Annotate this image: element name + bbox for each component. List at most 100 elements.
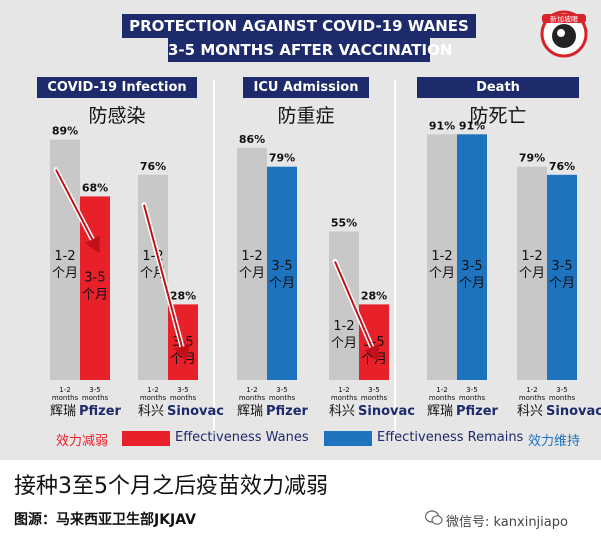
bar-3-5-months xyxy=(457,134,487,380)
wechat-id: 微信号: kanxinjiapo xyxy=(446,515,568,530)
legend-remains-cn: 效力维持 xyxy=(528,434,581,449)
category-label-cn: 科兴 xyxy=(329,404,355,419)
legend-remains-en: Effectiveness Remains xyxy=(377,430,524,445)
logo-icon: 新加坡眼 xyxy=(540,10,588,58)
bar-inner-label: 1-2 xyxy=(333,319,354,334)
legend-swatch-remains xyxy=(324,431,372,446)
bar-inner-label: 个月 xyxy=(429,266,455,281)
tick-label: months xyxy=(429,394,456,402)
bar-3-5-months xyxy=(547,174,577,380)
tick-label: 1-2 xyxy=(59,386,70,394)
tick-label: 1-2 xyxy=(246,386,257,394)
bar-inner-label: 3-5 xyxy=(271,259,292,274)
panel-subtitle-icu: 防重症 xyxy=(277,105,335,127)
value-label: 76% xyxy=(140,160,166,173)
bar-inner-label: 个月 xyxy=(331,336,357,351)
tick-label: months xyxy=(519,394,546,402)
value-label: 91% xyxy=(459,119,485,132)
wane-arrow xyxy=(143,204,190,363)
bar-1-2-months xyxy=(237,147,267,380)
bar-3-5-months xyxy=(267,166,297,380)
category-label-en: Sinovac xyxy=(167,404,224,419)
panel-subtitle-death: 防死亡 xyxy=(469,105,527,127)
tick-label: 1-2 xyxy=(147,386,158,394)
legend-wanes-en: Effectiveness Wanes xyxy=(175,430,309,445)
category-label-cn: 辉瑞 xyxy=(50,404,76,419)
category-label-en: Pfizer xyxy=(266,404,309,419)
tick-label: months xyxy=(170,394,197,402)
tick-label: 1-2 xyxy=(436,386,447,394)
tick-label: 1-2 xyxy=(338,386,349,394)
value-label: 28% xyxy=(361,289,387,302)
wane-arrow xyxy=(334,261,380,362)
value-label: 79% xyxy=(519,152,545,165)
value-label: 68% xyxy=(82,181,108,194)
bar-inner-label: 个月 xyxy=(52,266,78,281)
value-label: 91% xyxy=(429,119,455,132)
panel-title-infection: COVID-19 Infection xyxy=(37,77,197,98)
tick-label: 3-5 xyxy=(276,386,287,394)
headline: 接种3至5个月之后疫苗效力减弱 xyxy=(14,474,328,499)
bar-inner-label: 1-2 xyxy=(521,249,542,264)
bar-1-2-months xyxy=(427,134,457,380)
tick-label: 1-2 xyxy=(526,386,537,394)
value-label: 86% xyxy=(239,133,265,146)
bar-inner-label: 3-5 xyxy=(84,270,105,285)
bar-inner-label: 1-2 xyxy=(54,249,75,264)
tick-label: months xyxy=(140,394,167,402)
tick-label: 3-5 xyxy=(89,386,100,394)
tick-label: months xyxy=(239,394,266,402)
category-label-en: Pfizer xyxy=(456,404,499,419)
tick-label: months xyxy=(459,394,486,402)
tick-label: months xyxy=(269,394,296,402)
category-label-cn: 科兴 xyxy=(517,404,543,419)
value-label: 79% xyxy=(269,152,295,165)
wechat-icon xyxy=(425,510,443,525)
legend-wanes-cn: 效力减弱 xyxy=(56,434,109,449)
tick-label: months xyxy=(361,394,388,402)
bar-3-5-months xyxy=(359,304,389,380)
bar-inner-label: 个月 xyxy=(519,266,545,281)
tick-label: 3-5 xyxy=(368,386,379,394)
panel-title-icu: ICU Admission xyxy=(243,77,369,98)
bar-inner-label: 1-2 xyxy=(241,249,262,264)
bar-inner-label: 个月 xyxy=(269,276,295,291)
title-line-2: 3-5 MONTHS AFTER VACCINATION xyxy=(168,38,452,62)
bar-inner-label: 个月 xyxy=(459,276,485,291)
bar-inner-label: 个月 xyxy=(82,287,108,302)
title-line-1: PROTECTION AGAINST COVID-19 WANES xyxy=(122,14,476,38)
category-label-cn: 科兴 xyxy=(138,404,164,419)
tick-label: months xyxy=(549,394,576,402)
category-label-cn: 辉瑞 xyxy=(237,404,263,419)
tick-label: months xyxy=(331,394,358,402)
legend-swatch-wanes xyxy=(122,431,170,446)
bar-inner-label: 个月 xyxy=(549,276,575,291)
category-label-cn: 辉瑞 xyxy=(427,404,453,419)
value-label: 55% xyxy=(331,217,357,230)
bar-1-2-months xyxy=(517,166,547,380)
bar-inner-label: 3-5 xyxy=(551,259,572,274)
tick-label: 3-5 xyxy=(466,386,477,394)
category-label-en: Pfizer xyxy=(79,404,122,419)
wane-arrow xyxy=(55,169,100,254)
value-label: 89% xyxy=(52,125,78,138)
bar-inner-label: 3-5 xyxy=(461,259,482,274)
category-label-en: Sinovac xyxy=(358,404,415,419)
bar-inner-label: 个月 xyxy=(239,266,265,281)
value-label: 28% xyxy=(170,289,196,302)
bar-inner-label: 1-2 xyxy=(431,249,452,264)
panel-subtitle-infection: 防感染 xyxy=(88,105,146,127)
bar-1-2-months xyxy=(50,139,80,380)
source-credit: 图源：马来西亚卫生部JKJAV xyxy=(14,512,196,528)
value-label: 76% xyxy=(549,160,575,173)
panel-divider xyxy=(213,80,215,440)
tick-label: 3-5 xyxy=(177,386,188,394)
tick-label: months xyxy=(52,394,79,402)
tick-label: 3-5 xyxy=(556,386,567,394)
tick-label: months xyxy=(82,394,109,402)
panel-title-death: Death xyxy=(417,77,579,98)
logo-text: 新加坡眼 xyxy=(550,15,578,24)
panel-divider xyxy=(394,80,396,440)
